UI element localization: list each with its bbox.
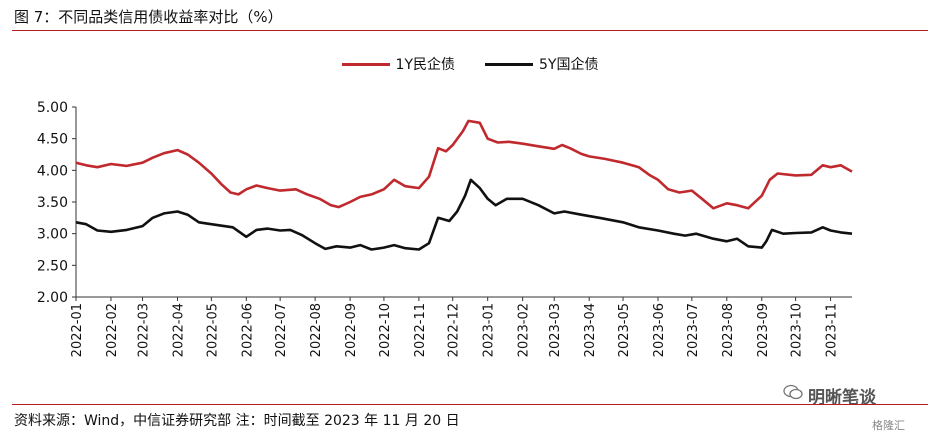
legend-label-series-2: 5Y国企债 [539, 57, 599, 73]
series-line-1 [75, 119, 853, 210]
chart-legend: 1Y民企债 5Y国企债 [0, 54, 940, 74]
x-tick-label: 2023-11 [825, 303, 840, 357]
legend-item-series-2: 5Y国企债 [485, 54, 598, 74]
y-tick-label: 4.00 [37, 163, 68, 179]
x-tick-label: 2023-01 [482, 303, 497, 357]
x-tick-label: 2023-04 [583, 303, 598, 357]
x-tick-label: 2023-02 [517, 303, 532, 357]
x-tick-label: 2022-02 [105, 303, 120, 357]
x-tick-label: 2023-05 [617, 303, 632, 357]
y-tick-label: 3.50 [37, 195, 68, 211]
legend-item-series-1: 1Y民企债 [341, 54, 455, 74]
x-tick-label: 2022-08 [309, 303, 324, 357]
source-note: 资料来源：Wind，中信证券研究部 注：时间截至 2023 年 11 月 20 … [14, 413, 460, 429]
y-tick-label: 2.50 [37, 258, 68, 274]
bottom-divider [12, 404, 928, 405]
x-tick-label: 2022-06 [240, 303, 255, 357]
x-tick-label: 2022-12 [447, 303, 462, 357]
x-tick-label: 2022-03 [137, 303, 152, 357]
x-tick-label: 2023-03 [548, 303, 563, 357]
watermark-text: 明晰笔谈 [808, 388, 876, 408]
y-tick-label: 4.50 [37, 132, 68, 148]
x-tick-label: 2023-08 [721, 303, 736, 357]
x-tick-label: 2022-09 [344, 303, 359, 357]
legend-swatch-series-1 [341, 62, 390, 66]
watermark-logo-text: 格隆汇 [872, 419, 905, 432]
legend-label-series-1: 1Y民企债 [395, 57, 455, 73]
y-tick-label: 2.00 [37, 290, 68, 306]
legend-swatch-series-2 [485, 62, 533, 66]
series-line-2 [75, 178, 853, 251]
x-tick-label: 2023-07 [686, 303, 701, 357]
x-tick-label: 2022-05 [205, 303, 220, 357]
x-tick-label: 2022-11 [413, 303, 428, 357]
x-tick-label: 2022-10 [378, 303, 393, 357]
figure-title: 图 7：不同品类信用债收益率对比（%） [14, 8, 283, 26]
x-tick-label: 2023-10 [790, 303, 805, 357]
x-tick-label: 2022-07 [274, 303, 289, 357]
wechat-icon [783, 384, 803, 400]
y-tick-label: 5.00 [37, 100, 68, 116]
x-tick-label: 2022-04 [172, 303, 187, 357]
x-tick-label: 2023-09 [756, 303, 771, 357]
x-tick-label: 2022-01 [70, 303, 85, 357]
x-tick-label: 2023-06 [652, 303, 667, 357]
top-divider [12, 30, 928, 31]
y-tick-label: 3.00 [37, 227, 68, 243]
